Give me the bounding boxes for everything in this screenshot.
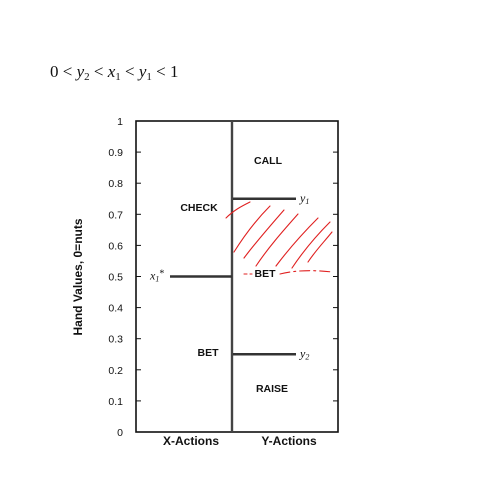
y-axis-ticks: 0 0.1 0.2 0.3 0.4 0.5 0.6 0.7 0.8 0.9 1 bbox=[108, 116, 338, 439]
y-tick-label: 0 bbox=[117, 427, 123, 439]
y-tick-label: 0.4 bbox=[108, 303, 123, 315]
formula-suffix: < 1 bbox=[156, 62, 179, 81]
formula-var-x: x bbox=[107, 62, 116, 81]
threshold-label-x1: x1* bbox=[149, 269, 164, 284]
x-category-y-actions: Y-Actions bbox=[261, 434, 317, 448]
y-tick-label: 0.1 bbox=[108, 396, 123, 408]
formula-var-y: y bbox=[76, 62, 85, 81]
red-hatch-annotation bbox=[225, 201, 333, 275]
y-tick-label: 0.3 bbox=[108, 334, 123, 346]
region-label-x-bet: BET bbox=[198, 347, 220, 359]
x-category-x-actions: X-Actions bbox=[163, 434, 219, 448]
formula-var-y: y bbox=[138, 62, 147, 81]
plot-frame bbox=[135, 120, 339, 433]
formula-sub-1: 1 bbox=[146, 71, 152, 83]
formula-prefix: 0 < bbox=[50, 62, 73, 81]
formula-op: < bbox=[93, 62, 104, 81]
y-tick-label: 1 bbox=[117, 116, 123, 128]
region-label-y-bet: BET bbox=[255, 268, 277, 280]
y-axis-title: Hand Values, 0=nuts bbox=[71, 218, 85, 335]
y-tick-label: 0.5 bbox=[108, 272, 123, 284]
y-tick-label: 0.6 bbox=[108, 240, 123, 252]
y-tick-label: 0.8 bbox=[108, 178, 123, 190]
region-label-x-check: CHECK bbox=[180, 202, 218, 214]
formula-sub-2: 2 bbox=[84, 71, 90, 83]
region-label-y-call: CALL bbox=[254, 155, 283, 167]
threshold-label-y1: y1 bbox=[299, 191, 309, 206]
threshold-label-y2: y2 bbox=[299, 346, 309, 361]
formula-op: < bbox=[125, 62, 135, 81]
region-label-y-raise: RAISE bbox=[256, 383, 288, 395]
y-tick-label: 0.2 bbox=[108, 365, 123, 377]
y-tick-label: 0.7 bbox=[108, 209, 123, 221]
y-tick-label: 0.9 bbox=[108, 147, 123, 159]
inequality-formula: 0 < y2 < x1 < y1 < 1 bbox=[50, 62, 179, 83]
formula-sub-1: 1 bbox=[115, 71, 121, 83]
